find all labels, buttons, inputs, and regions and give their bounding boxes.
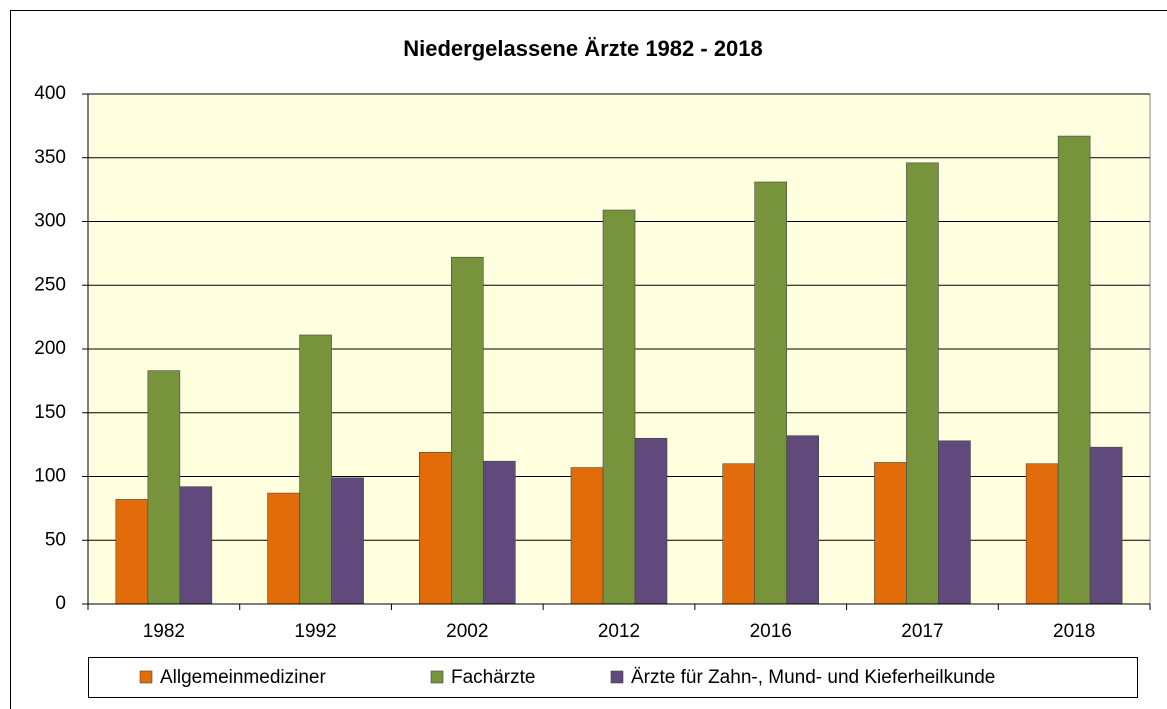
bar: [1057, 135, 1091, 605]
legend-label: Fachärzte: [451, 667, 535, 688]
bar: [754, 181, 788, 605]
bar: [299, 334, 332, 605]
bar: [179, 486, 213, 605]
legend-label: Ärzte für Zahn-, Mund- und Kieferheilkun…: [631, 667, 995, 688]
y-tick-label: 150: [34, 402, 66, 423]
y-tick-label: 250: [34, 274, 66, 295]
x-tick-label: 2018: [1053, 621, 1095, 642]
bar: [938, 440, 971, 605]
legend-label: Allgemeinmediziner: [160, 667, 326, 688]
legend-swatch: [139, 670, 153, 684]
bar: [786, 435, 820, 605]
x-tick-label: 2017: [901, 621, 943, 642]
bar: [450, 256, 484, 605]
bar: [1089, 446, 1123, 605]
y-tick-label: 0: [55, 593, 66, 614]
y-tick-label: 200: [34, 338, 66, 359]
y-tick-label: 50: [45, 529, 66, 550]
y-tick-label: 100: [34, 466, 66, 487]
bar: [1025, 463, 1059, 605]
x-tick-label: 2016: [750, 621, 792, 642]
bar: [331, 477, 364, 605]
y-tick-label: 350: [34, 147, 66, 168]
bar: [602, 209, 636, 605]
bar: [634, 437, 668, 605]
bar: [722, 463, 756, 605]
bar: [147, 370, 181, 605]
bar: [874, 462, 907, 605]
bar: [570, 467, 604, 605]
bar: [482, 460, 516, 605]
chart-title: Niedergelassene Ärzte 1982 - 2018: [403, 36, 763, 61]
y-tick-label: 300: [34, 211, 66, 232]
bar: [906, 162, 939, 605]
x-tick-label: 1982: [143, 621, 185, 642]
bar: [267, 492, 300, 605]
x-tick-label: 2012: [598, 621, 640, 642]
bar: [115, 499, 149, 605]
x-tick-label: 1992: [294, 621, 336, 642]
x-tick-label: 2002: [446, 621, 488, 642]
bar: [418, 451, 452, 605]
legend-swatch: [430, 670, 444, 684]
legend-swatch: [610, 670, 624, 684]
y-tick-label: 400: [34, 83, 66, 104]
